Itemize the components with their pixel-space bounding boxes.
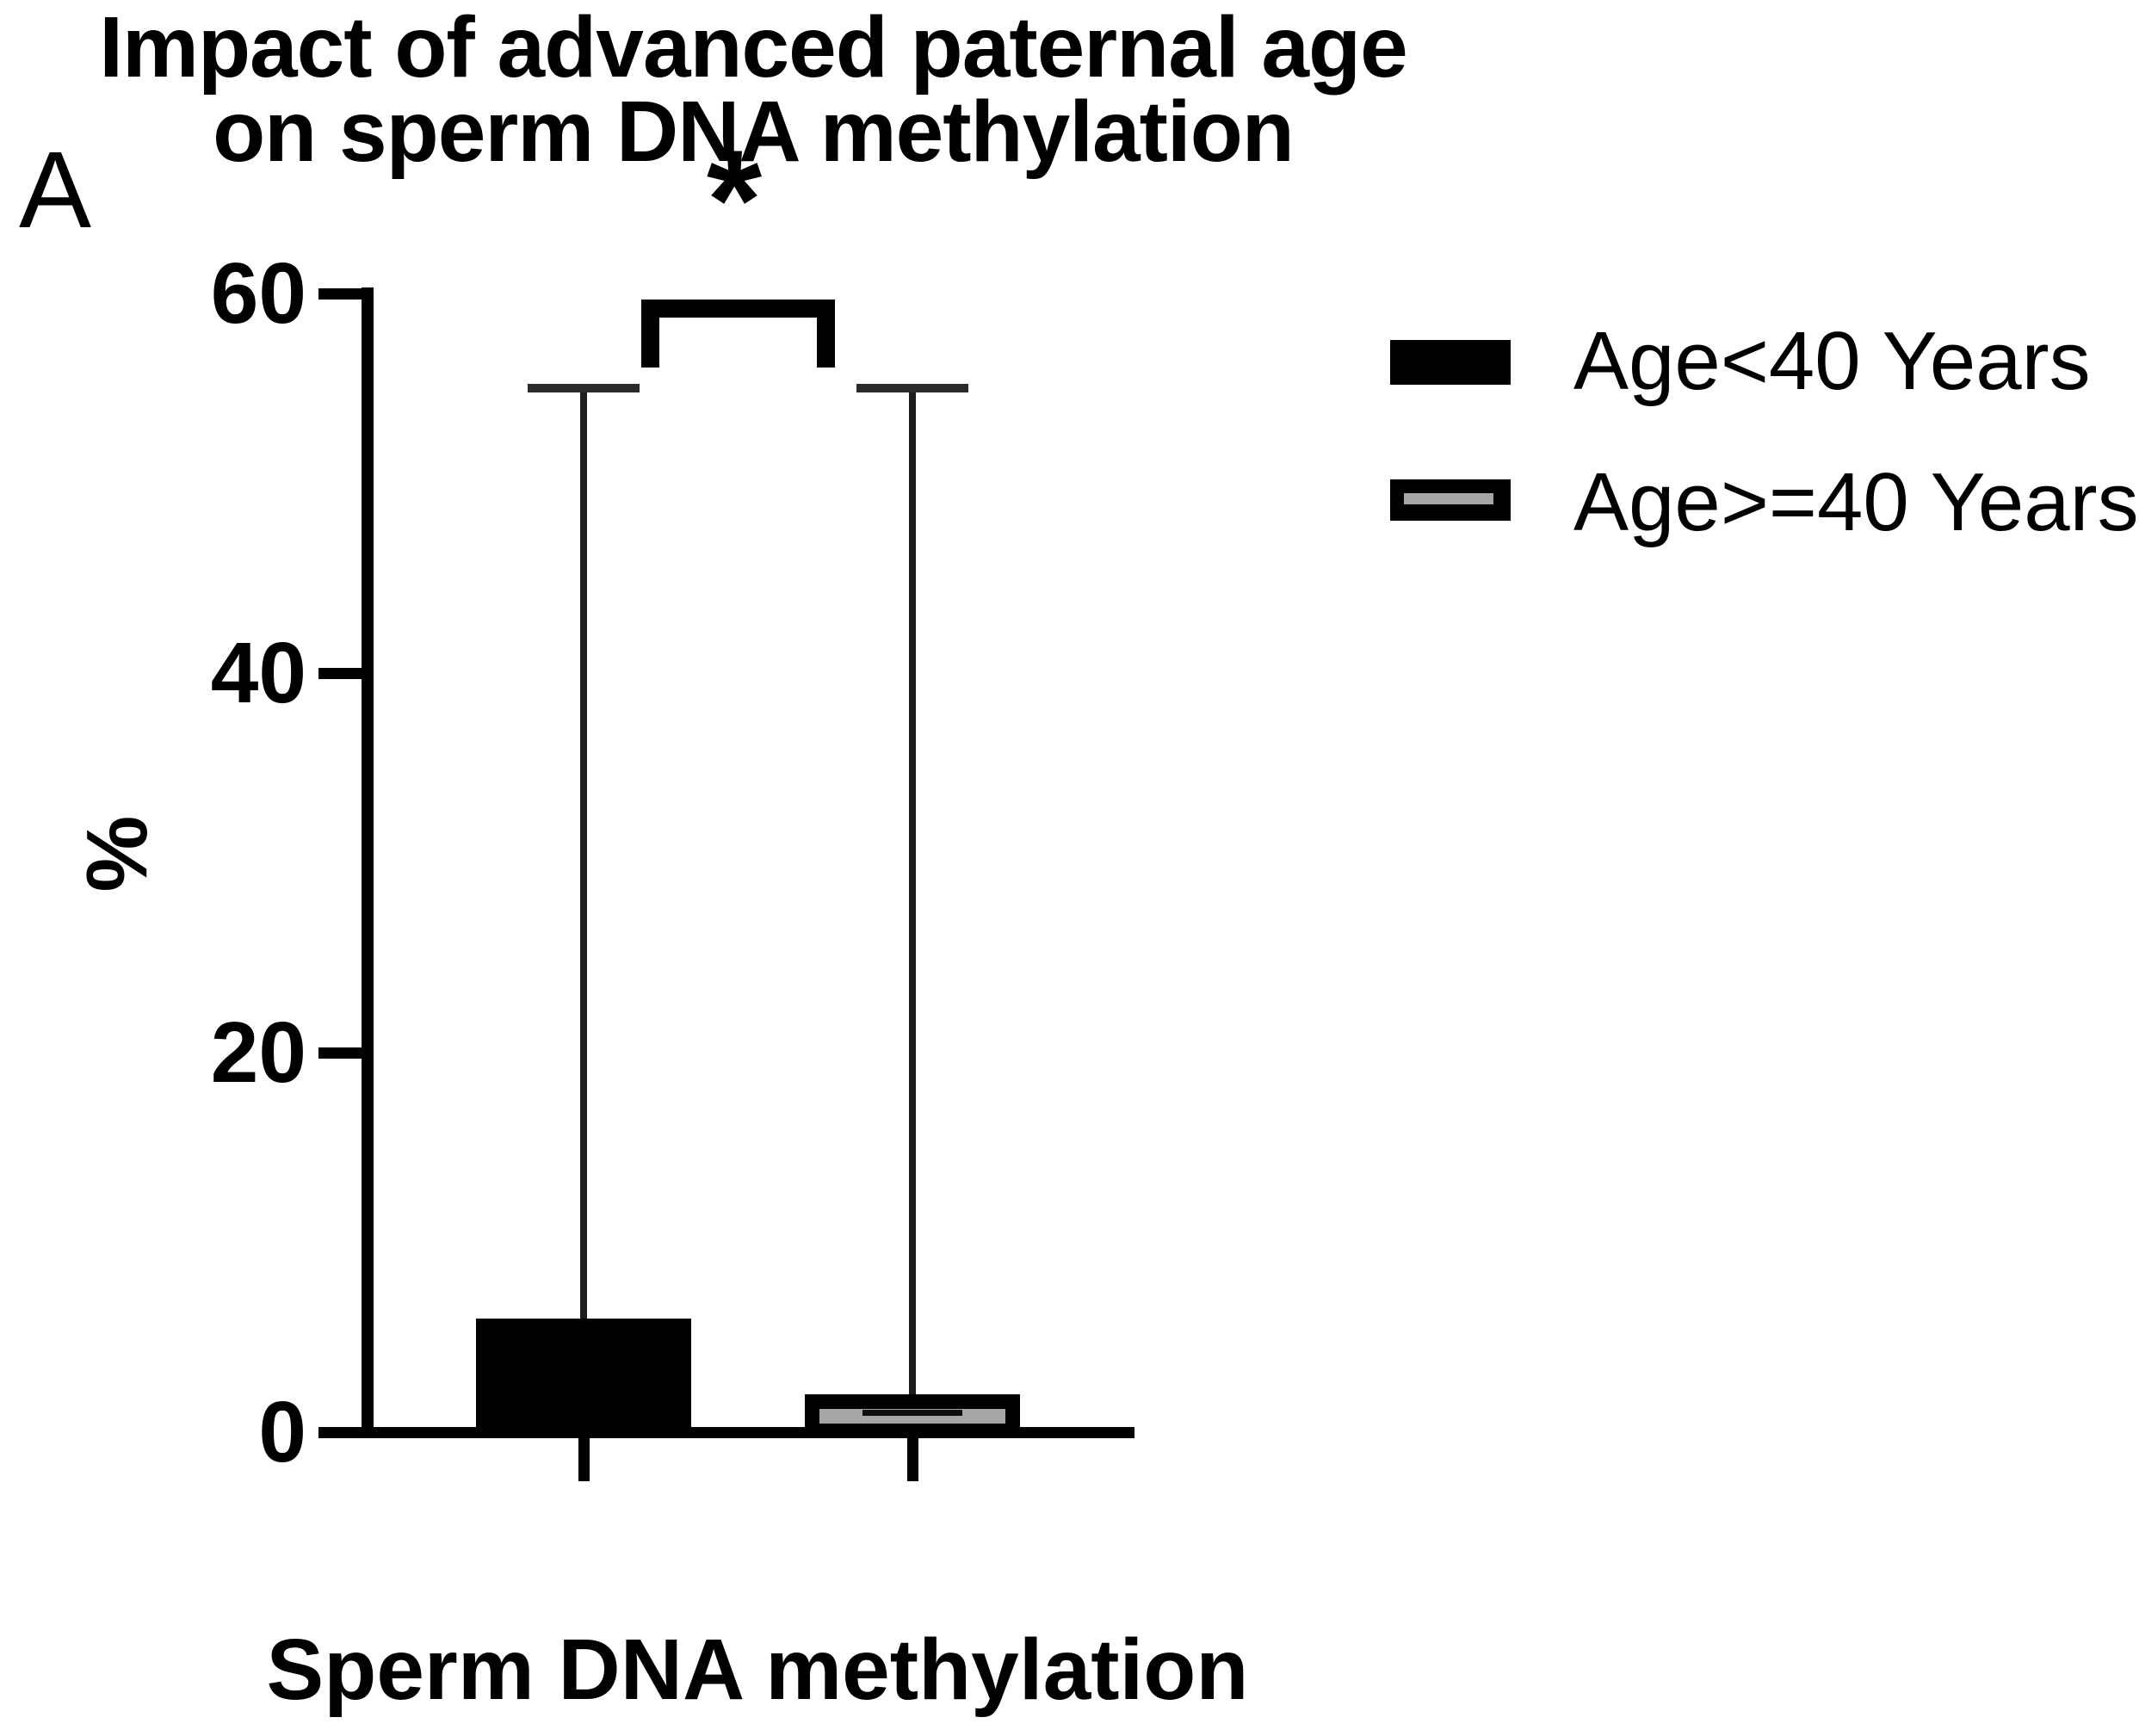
- legend-label-age-lt40: Age<40 Years: [1573, 315, 2091, 407]
- bar-age-lt40: [476, 1318, 691, 1438]
- significance-asterisk: *: [706, 120, 763, 279]
- x-tick-mark: [578, 1438, 590, 1481]
- significance-bracket: [641, 300, 835, 318]
- y-axis-label: %: [69, 815, 165, 893]
- y-tick-mark: [318, 1426, 374, 1438]
- error-bar-line: [580, 388, 587, 1418]
- legend-swatch-age-lt40: [1390, 340, 1511, 385]
- y-tick-label: 20: [210, 1004, 306, 1101]
- error-bar-lower-cap: [862, 1409, 962, 1416]
- x-axis-label: Sperm DNA methylation: [266, 1622, 1249, 1718]
- error-bar-cap: [856, 384, 968, 393]
- error-bar-line: [909, 388, 916, 1418]
- y-tick-label: 40: [210, 625, 306, 721]
- significance-bracket-left-leg: [641, 300, 659, 368]
- legend-swatch-gray-stripe: [1404, 493, 1493, 504]
- error-bar-cap: [528, 384, 640, 393]
- y-tick-mark: [318, 1047, 374, 1059]
- legend-swatch-age-gte40: [1390, 479, 1511, 521]
- chart-title-line1: Impact of advanced paternal age: [99, 0, 1408, 96]
- panel-label: A: [19, 129, 92, 250]
- y-tick-mark: [318, 287, 374, 300]
- chart-title: Impact of advanced paternal age on sperm…: [86, 0, 1420, 180]
- chart-title-line2: on sperm DNA methylation: [213, 83, 1295, 180]
- bar-age-gte40: [805, 1393, 1020, 1438]
- y-tick-label: 0: [258, 1384, 306, 1480]
- significance-bracket-right-leg: [817, 300, 835, 368]
- legend-label-age-gte40: Age>=40 Years: [1573, 456, 2139, 548]
- y-axis-line: [362, 287, 374, 1438]
- x-tick-mark: [906, 1438, 918, 1481]
- y-tick-label: 60: [210, 245, 306, 342]
- y-tick-mark: [318, 667, 374, 679]
